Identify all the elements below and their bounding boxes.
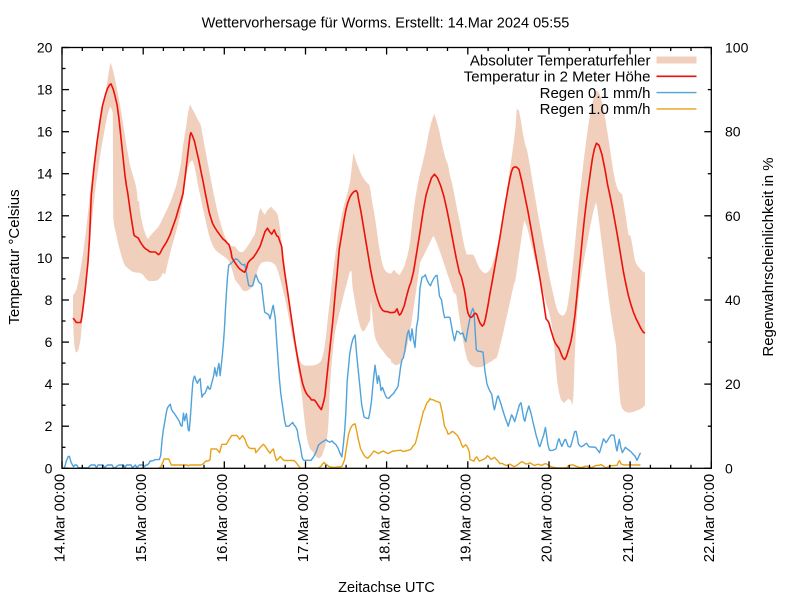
svg-text:19.Mar 00:00: 19.Mar 00:00: [458, 474, 475, 562]
svg-text:0: 0: [45, 460, 53, 476]
svg-text:18.Mar 00:00: 18.Mar 00:00: [376, 474, 393, 562]
svg-text:2: 2: [45, 418, 53, 434]
svg-text:15.Mar 00:00: 15.Mar 00:00: [133, 474, 150, 562]
svg-text:16.Mar 00:00: 16.Mar 00:00: [214, 474, 231, 562]
svg-text:Absoluter Temperaturfehler: Absoluter Temperaturfehler: [470, 52, 651, 69]
svg-text:Regenwahrscheinlichkeit in %: Regenwahrscheinlichkeit in %: [760, 157, 777, 356]
svg-text:40: 40: [725, 292, 741, 308]
svg-text:Regen 1.0 mm/h: Regen 1.0 mm/h: [540, 101, 651, 118]
svg-text:0: 0: [725, 460, 733, 476]
svg-text:16: 16: [37, 124, 53, 140]
svg-text:80: 80: [725, 124, 741, 140]
svg-text:6: 6: [45, 334, 53, 350]
svg-text:21.Mar 00:00: 21.Mar 00:00: [620, 474, 637, 562]
svg-text:Temperatur °Celsius: Temperatur °Celsius: [6, 189, 23, 324]
svg-text:Temperatur in 2 Meter Höhe: Temperatur in 2 Meter Höhe: [464, 69, 651, 86]
svg-text:20: 20: [37, 40, 53, 56]
svg-text:20: 20: [725, 376, 741, 392]
svg-text:20.Mar 00:00: 20.Mar 00:00: [539, 474, 556, 562]
svg-text:22.Mar 00:00: 22.Mar 00:00: [701, 474, 718, 562]
svg-text:10: 10: [37, 250, 53, 266]
svg-text:18: 18: [37, 82, 53, 98]
svg-text:Wettervorhersage für Worms. Er: Wettervorhersage für Worms. Erstellt: 14…: [202, 16, 570, 32]
svg-text:Zeitachse UTC: Zeitachse UTC: [338, 580, 435, 596]
svg-text:12: 12: [37, 208, 53, 224]
svg-text:100: 100: [725, 40, 749, 56]
svg-text:14: 14: [37, 166, 53, 182]
svg-text:Regen 0.1 mm/h: Regen 0.1 mm/h: [540, 85, 651, 102]
svg-text:4: 4: [45, 376, 53, 392]
svg-text:60: 60: [725, 208, 741, 224]
svg-text:14.Mar 00:00: 14.Mar 00:00: [52, 474, 69, 562]
svg-text:8: 8: [45, 292, 53, 308]
svg-text:17.Mar 00:00: 17.Mar 00:00: [295, 474, 312, 562]
